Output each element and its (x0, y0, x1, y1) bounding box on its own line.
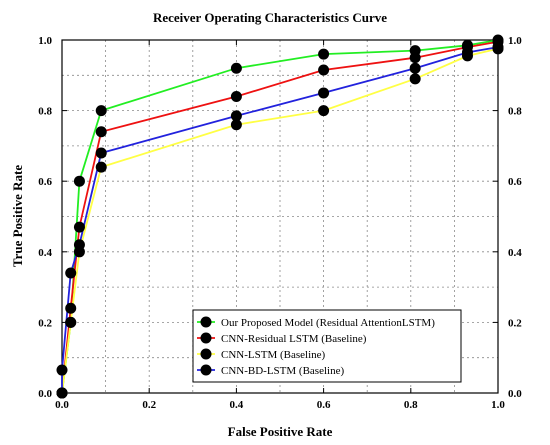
series-2-point (409, 52, 421, 64)
y-tick-label: 1.0 (38, 35, 52, 47)
plot-frame (61, 39, 499, 394)
series-3-point (95, 161, 107, 173)
series-1-point (95, 105, 107, 117)
series-2-point (230, 90, 242, 102)
series-3-point (65, 316, 77, 328)
series-2-point (95, 126, 107, 138)
x-tick-label: 0.4 (230, 399, 244, 411)
y-tick-label-right: 0.4 (508, 247, 522, 259)
legend-swatch-marker (200, 348, 212, 360)
legend-swatch-marker (200, 364, 212, 376)
series-2-point (318, 64, 330, 76)
y-tick-label-right: 0.2 (508, 317, 522, 329)
y-tick-label: 0.2 (38, 317, 52, 329)
x-axis-label: False Positive Rate (228, 424, 333, 439)
y-tick-label-right: 1.0 (508, 35, 522, 47)
x-tick-label: 1.0 (491, 399, 505, 411)
x-tick-label: 0.8 (404, 399, 418, 411)
series-4-point (318, 87, 330, 99)
series-1-point (230, 62, 242, 74)
series-3-point (230, 119, 242, 131)
legend-entry-label: CNN-BD-LSTM (Baseline) (221, 365, 344, 377)
y-axis-label: True Positive Rate (10, 165, 25, 268)
series-4-point (73, 239, 85, 251)
series-4-point (56, 364, 68, 376)
x-tick-label: 0.2 (142, 399, 156, 411)
series-4-point (409, 62, 421, 74)
series-2-point (73, 221, 85, 233)
series-3-point (318, 105, 330, 117)
y-tick-label: 0.4 (38, 247, 52, 259)
legend: Our Proposed Model (Residual AttentionLS… (192, 309, 462, 383)
grid-lines (62, 40, 498, 393)
y-tick-label: 0.0 (38, 388, 52, 400)
y-tick-label-right: 0.0 (508, 388, 522, 400)
legend-entry-label: CNN-LSTM (Baseline) (221, 349, 326, 361)
series-1-point (318, 48, 330, 60)
y-tick-label: 0.6 (38, 176, 52, 188)
y-tick-label-right: 0.8 (508, 106, 522, 118)
chart-title: Receiver Operating Characteristics Curve (153, 10, 387, 25)
y-tick-label: 0.8 (38, 106, 52, 118)
legend-entry-label: Our Proposed Model (Residual AttentionLS… (221, 317, 435, 329)
legend-box (192, 309, 462, 383)
series-points (56, 34, 504, 399)
series-2-point (65, 302, 77, 314)
series-4-point (56, 387, 68, 399)
series-1-point (73, 175, 85, 187)
series-4-point (65, 267, 77, 279)
series-4-point (95, 147, 107, 159)
series-3-point (409, 73, 421, 85)
x-tick-label: 0.0 (55, 399, 69, 411)
y-tick-label-right: 0.6 (508, 176, 522, 188)
series-4-point (461, 46, 473, 58)
legend-entry-label: CNN-Residual LSTM (Baseline) (221, 333, 367, 345)
series-4-point (492, 41, 504, 53)
legend-swatch-marker (200, 332, 212, 344)
series-4-point (230, 110, 242, 122)
legend-swatch-marker (200, 316, 212, 328)
x-tick-label: 0.6 (317, 399, 331, 411)
axis-ticks: 0.0 0.2 0.4 0.6 0.8 1.00.0 0.00.2 0.20.4 0.40.6 0… (38, 35, 522, 411)
